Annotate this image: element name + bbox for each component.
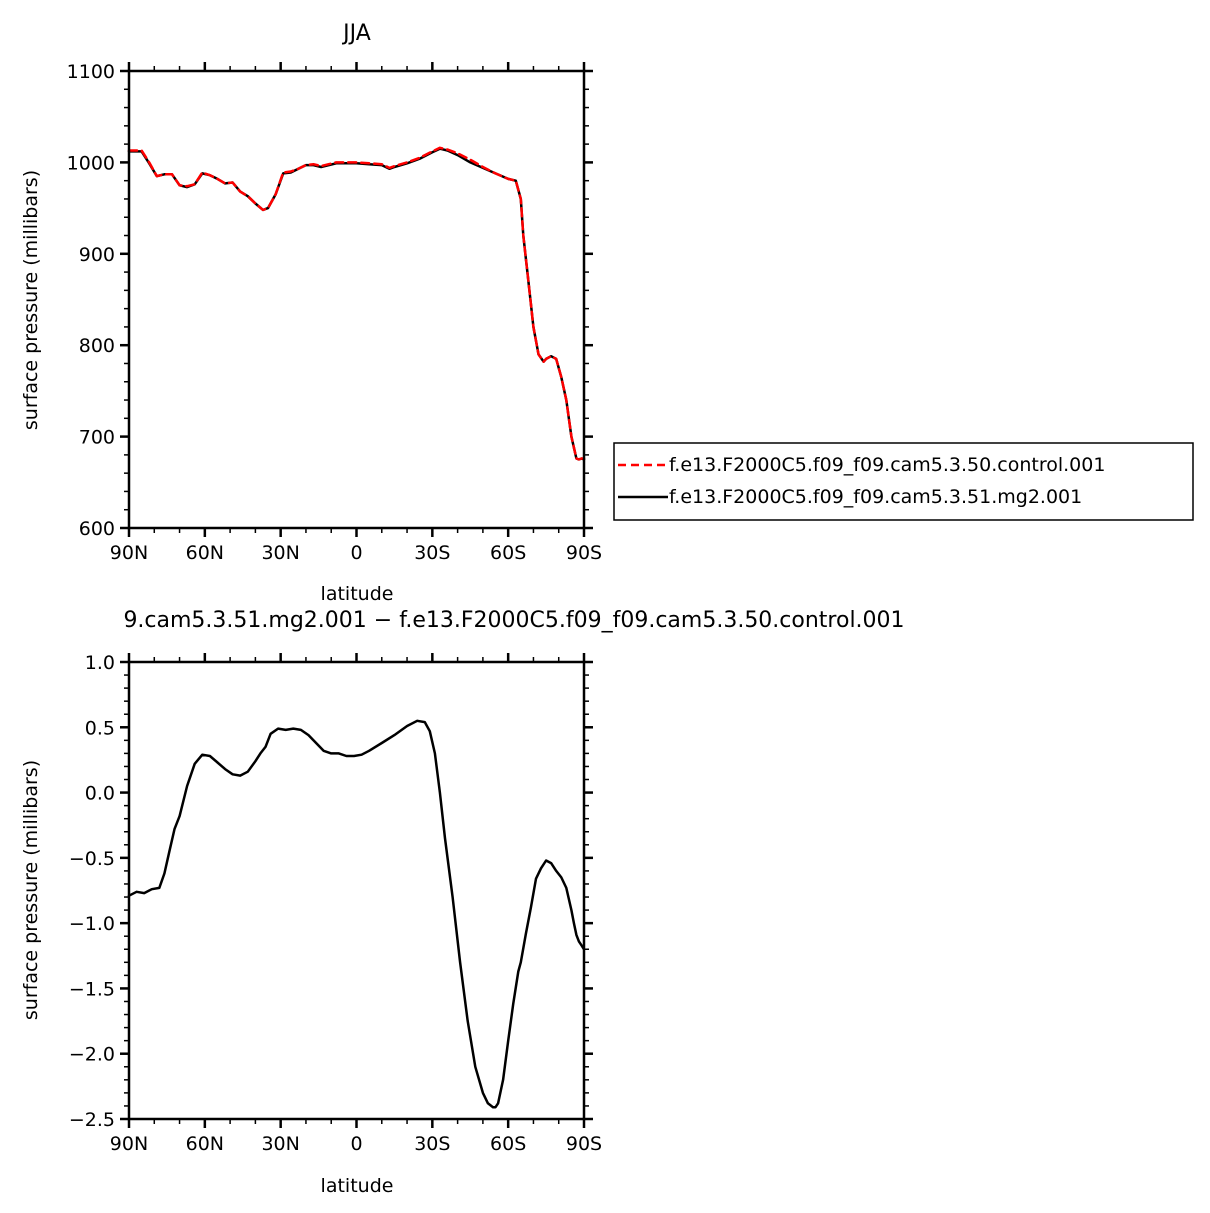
series-line-0 — [127, 146, 586, 461]
panel-bottom: 9.cam5.3.51.mg2.001 − f.e13.F2000C5.f09_… — [20, 608, 905, 1197]
y-tick-label: 0.0 — [85, 783, 115, 805]
y-tick-label: 800 — [79, 335, 115, 357]
x-axis-label: latitude — [321, 583, 394, 605]
x-tick-labels: 90N 60N 30N 0 30S 60S 90S — [110, 1133, 602, 1155]
y-tick-label: 0.5 — [85, 717, 115, 739]
x-tick-labels: 90N 60N 30N 0 30S 60S 90S — [110, 542, 602, 564]
plot-frame — [127, 660, 586, 1121]
y-tick-label: 600 — [79, 518, 115, 540]
y-tick-label: −0.5 — [69, 848, 115, 870]
y-tick-label: −1.5 — [69, 978, 115, 1000]
y-tick-labels: 600 700 800 900 1000 1100 — [67, 61, 115, 540]
legend-entry-mg2: f.e13.F2000C5.f09_f09.cam5.3.51.mg2.001 — [669, 486, 1082, 508]
x-tick-label: 60S — [490, 1133, 526, 1155]
chart-title: JJA — [341, 21, 371, 46]
y-tick-label: −2.5 — [69, 1109, 115, 1131]
x-tick-label: 30N — [261, 542, 299, 564]
legend: f.e13.F2000C5.f09_f09.cam5.3.50.control.… — [613, 442, 1194, 521]
legend-entry-control: f.e13.F2000C5.f09_f09.cam5.3.50.control.… — [669, 454, 1105, 476]
y-tick-labels: −2.5 −2.0 −1.5 −1.0 −0.5 0.0 0.5 1.0 — [69, 652, 115, 1131]
y-tick-label: −2.0 — [69, 1044, 115, 1066]
y-tick-label: 1.0 — [85, 652, 115, 674]
difference-title: 9.cam5.3.51.mg2.001 − f.e13.F2000C5.f09_… — [123, 608, 904, 633]
x-tick-label: 30S — [414, 542, 450, 564]
y-axis-label: surface pressure (millibars) — [20, 170, 42, 430]
panel-top: JJA 90N 60N 30N 0 30S 60S 90S 600 700 800 900 1000… — [20, 21, 1194, 605]
x-tick-label: 60N — [186, 1133, 224, 1155]
plot-lines — [127, 146, 586, 461]
y-tick-label: 1000 — [67, 152, 115, 174]
axis-ticks — [120, 62, 593, 537]
x-tick-label: 30S — [414, 1133, 450, 1155]
y-tick-label: 700 — [79, 427, 115, 449]
axis-ticks — [120, 653, 593, 1128]
x-tick-label: 60S — [490, 542, 526, 564]
y-tick-label: 900 — [79, 244, 115, 266]
series-line-0 — [127, 719, 586, 1109]
x-tick-label: 0 — [350, 1133, 362, 1155]
x-tick-label: 90N — [110, 542, 148, 564]
x-tick-label: 90N — [110, 1133, 148, 1155]
plot-frame — [127, 69, 586, 530]
x-tick-label: 90S — [566, 1133, 602, 1155]
x-tick-label: 30N — [261, 1133, 299, 1155]
legend-box — [613, 442, 1194, 521]
series-line-1 — [127, 147, 586, 461]
x-tick-label: 60N — [186, 542, 224, 564]
x-axis-label: latitude — [321, 1175, 394, 1197]
y-tick-label: −1.0 — [69, 913, 115, 935]
y-axis-label: surface pressure (millibars) — [20, 760, 42, 1020]
y-tick-label: 1100 — [67, 61, 115, 83]
plot-lines — [127, 719, 586, 1109]
x-tick-label: 0 — [350, 542, 362, 564]
x-tick-label: 90S — [566, 542, 602, 564]
